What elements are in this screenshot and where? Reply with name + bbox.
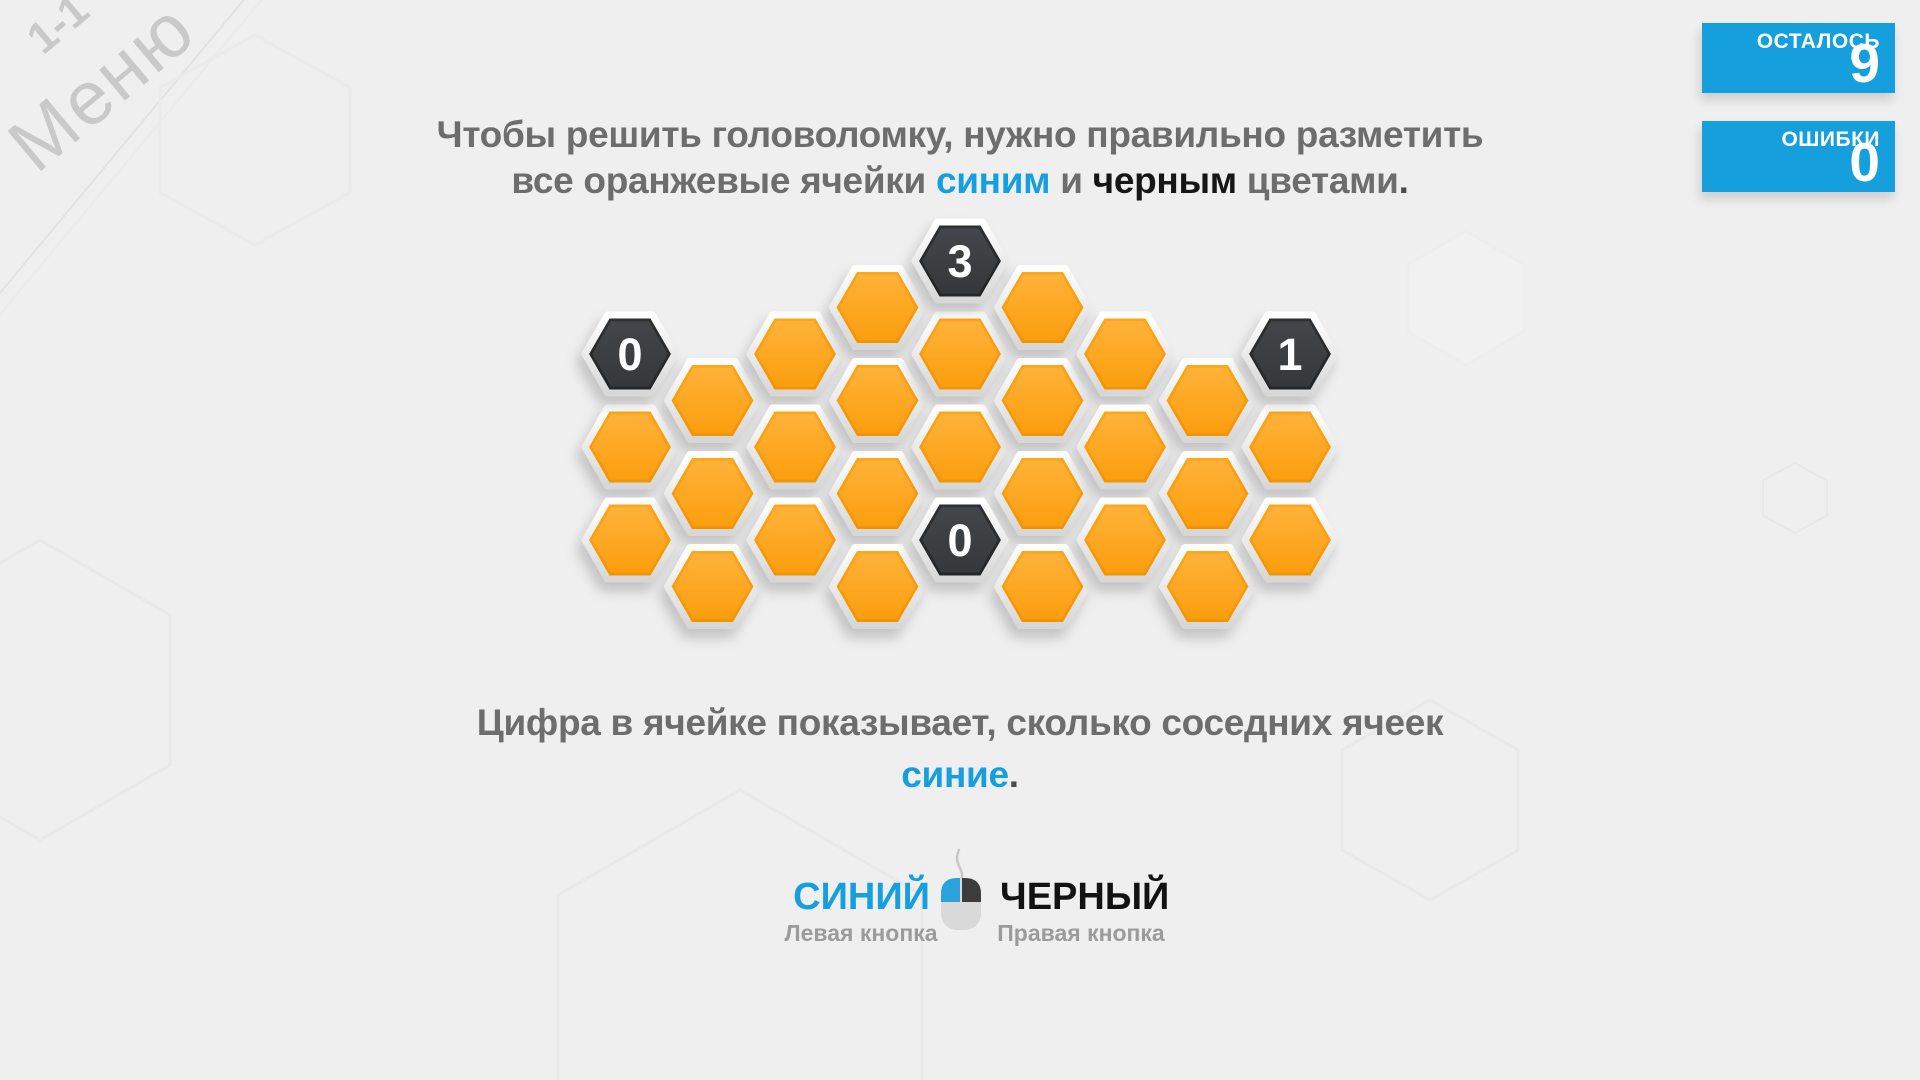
errors-label: ОШИБКИ	[1781, 128, 1880, 151]
hex-cell-orange[interactable]	[664, 544, 761, 629]
mouse-icon	[939, 832, 983, 932]
hex-cell-orange[interactable]	[746, 404, 844, 490]
hex-cell-orange[interactable]	[829, 451, 926, 536]
hex-number: 0	[947, 515, 972, 566]
instructions-bottom-line1: Цифра в ячейке показывает, сколько сосед…	[476, 702, 1444, 743]
hex-cell-orange[interactable]	[1241, 404, 1339, 490]
word-blue-plural: синие	[901, 754, 1009, 795]
hex-cell-black: 1	[1241, 311, 1339, 397]
mouse-cable	[955, 848, 964, 882]
legend-left-button-label: Левая кнопка	[784, 920, 938, 946]
hex-cell-orange[interactable]	[829, 358, 926, 443]
instructions-top: Чтобы решить головоломку, нужно правильн…	[0, 112, 1920, 204]
hex-cell-orange[interactable]	[829, 265, 926, 350]
hex-cell-orange[interactable]	[664, 358, 761, 443]
remaining-value: 9	[1849, 32, 1880, 94]
word-blue: синим	[935, 160, 1051, 201]
hex-cell-orange[interactable]	[581, 497, 679, 583]
hex-cell-orange[interactable]	[1159, 544, 1256, 629]
hex-cell-orange[interactable]	[994, 451, 1091, 536]
hex-cell-orange[interactable]	[746, 497, 844, 583]
instructions-top-line2: все оранжевые ячейки синим и черным цвет…	[511, 160, 1409, 201]
hex-number: 3	[947, 236, 972, 287]
hex-cell-orange[interactable]	[994, 265, 1091, 350]
hex-cell-orange[interactable]	[1076, 404, 1174, 490]
errors-counter: ОШИБКИ 0	[1702, 121, 1895, 192]
hex-cell-orange[interactable]	[994, 358, 1091, 443]
hex-cell-orange[interactable]	[911, 404, 1009, 490]
hex-cell-orange[interactable]	[1076, 311, 1174, 397]
remaining-counter: ОСТАЛОСЬ 9	[1702, 23, 1895, 93]
instructions-bottom-line2: синие.	[901, 754, 1019, 795]
legend-right-button-label: Правая кнопка	[997, 920, 1165, 946]
hex-cell-orange[interactable]	[746, 311, 844, 397]
hex-cell-orange[interactable]	[994, 544, 1091, 629]
hex-cell-orange[interactable]	[1241, 497, 1339, 583]
hex-cell-black: 3	[911, 218, 1009, 304]
legend-black-label: ЧЕРНЫЙ	[1000, 876, 1170, 918]
instructions-top-line1: Чтобы решить головоломку, нужно правильн…	[436, 114, 1484, 155]
legend-blue-label: СИНИЙ	[793, 876, 930, 918]
instructions-bottom: Цифра в ячейке показывает, сколько сосед…	[0, 697, 1920, 801]
mouse-right-button	[962, 878, 981, 902]
hex-cell-orange[interactable]	[581, 404, 679, 490]
hex-cell-orange[interactable]	[1076, 497, 1174, 583]
hex-cell-black: 0	[911, 497, 1009, 583]
hex-cell-orange[interactable]	[1159, 358, 1256, 443]
hex-number: 0	[617, 329, 642, 380]
hex-cell-orange[interactable]	[911, 311, 1009, 397]
hex-cell-black: 0	[581, 311, 679, 397]
hex-number: 1	[1277, 329, 1302, 380]
word-black: черным	[1092, 160, 1237, 201]
remaining-label: ОСТАЛОСЬ	[1756, 30, 1880, 53]
hex-cell-orange[interactable]	[1159, 451, 1256, 536]
errors-value: 0	[1849, 131, 1880, 193]
mouse-left-button	[941, 878, 960, 902]
hex-cell-orange[interactable]	[829, 544, 926, 629]
hex-cell-orange[interactable]	[664, 451, 761, 536]
